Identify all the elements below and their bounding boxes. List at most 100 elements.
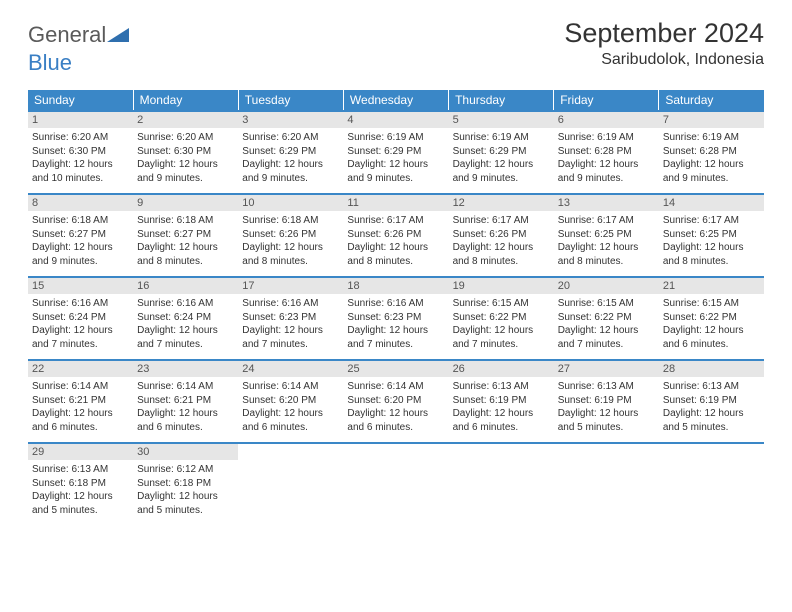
day-number: 20 xyxy=(554,278,659,294)
day-cell: 19 Sunrise: 6:15 AMSunset: 6:22 PMDayligh… xyxy=(449,277,554,360)
day-number: 18 xyxy=(343,278,448,294)
dow-saturday: Saturday xyxy=(659,90,764,111)
day-details: Sunrise: 6:17 AMSunset: 6:25 PMDaylight:… xyxy=(663,214,760,268)
day-cell: 26Sunrise: 6:13 AMSunset: 6:19 PMDayligh… xyxy=(449,360,554,443)
day-details: Sunrise: 6:18 AMSunset: 6:26 PMDaylight:… xyxy=(242,214,339,268)
day-details: Sunrise: 6:20 AMSunset: 6:29 PMDaylight:… xyxy=(242,131,339,185)
day-number: 2 xyxy=(133,112,238,128)
dow-sunday: Sunday xyxy=(28,90,133,111)
day-cell: 21Sunrise: 6:15 AMSunset: 6:22 PMDayligh… xyxy=(659,277,764,360)
logo: GeneralBlue xyxy=(28,18,129,76)
day-cell: 28Sunrise: 6:13 AMSunset: 6:19 PMDayligh… xyxy=(659,360,764,443)
day-details: Sunrise: 6:14 AMSunset: 6:20 PMDaylight:… xyxy=(242,380,339,434)
day-cell: 16 Sunrise: 6:16 AMSunset: 6:24 PMDayligh… xyxy=(133,277,238,360)
calendar-body: 1Sunrise: 6:20 AMSunset: 6:30 PMDaylight… xyxy=(28,111,764,525)
day-details: Sunrise: 6:20 AMSunset: 6:30 PMDaylight:… xyxy=(137,131,234,185)
day-cell: 24 Sunrise: 6:14 AMSunset: 6:20 PMDayligh… xyxy=(238,360,343,443)
day-number: 17 xyxy=(238,278,343,294)
day-details: Sunrise: 6:14 AMSunset: 6:21 PMDaylight:… xyxy=(137,380,234,434)
day-cell: 3Sunrise: 6:20 AMSunset: 6:29 PMDaylight… xyxy=(238,111,343,194)
day-number: 14 xyxy=(659,195,764,211)
day-cell: 30Sunrise: 6:12 AMSunset: 6:18 PMDayligh… xyxy=(133,443,238,525)
day-number: 10 xyxy=(238,195,343,211)
dow-thursday: Thursday xyxy=(449,90,554,111)
day-details: Sunrise: 6:16 AMSunset: 6:24 PMDaylight:… xyxy=(137,297,234,351)
day-details: Sunrise: 6:15 AMSunset: 6:22 PMDaylight:… xyxy=(453,297,550,351)
day-cell: 22 Sunrise: 6:14 AMSunset: 6:21 PMDayligh… xyxy=(28,360,133,443)
day-details: Sunrise: 6:13 AMSunset: 6:19 PMDaylight:… xyxy=(453,380,550,434)
location: Saribudolok, Indonesia xyxy=(564,51,764,69)
day-number: 19 xyxy=(449,278,554,294)
week-row: 15Sunrise: 6:16 AMSunset: 6:24 PMDayligh… xyxy=(28,277,764,360)
day-details: Sunrise: 6:20 AMSunset: 6:30 PMDaylight:… xyxy=(32,131,129,185)
day-cell: 25 Sunrise: 6:14 AMSunset: 6:20 PMDayligh… xyxy=(343,360,448,443)
day-number: 22 xyxy=(28,361,133,377)
day-cell: 27 Sunrise: 6:13 AMSunset: 6:19 PMDayligh… xyxy=(554,360,659,443)
dow-friday: Friday xyxy=(554,90,659,111)
day-number: 9 xyxy=(133,195,238,211)
day-number: 13 xyxy=(554,195,659,211)
day-details: Sunrise: 6:17 AMSunset: 6:25 PMDaylight:… xyxy=(558,214,655,268)
day-cell: 15 Sunrise: 6:16 AMSunset: 6:24 PMDayligh… xyxy=(28,277,133,360)
day-number: 6 xyxy=(554,112,659,128)
title-block: September 2024 Saribudolok, Indonesia xyxy=(564,18,764,69)
day-cell: 5 Sunrise: 6:19 AMSunset: 6:29 PMDaylight… xyxy=(449,111,554,194)
month-title: September 2024 xyxy=(564,18,764,49)
day-number: 23 xyxy=(133,361,238,377)
dow-monday: Monday xyxy=(133,90,238,111)
day-details: Sunrise: 6:19 AMSunset: 6:29 PMDaylight:… xyxy=(453,131,550,185)
day-cell: 9 Sunrise: 6:18 AMSunset: 6:27 PMDaylight… xyxy=(133,194,238,277)
day-cell: .. xyxy=(659,443,764,525)
header: GeneralBlue September 2024 Saribudolok, … xyxy=(28,18,764,76)
day-number: 15 xyxy=(28,278,133,294)
day-cell: .. xyxy=(554,443,659,525)
day-details: Sunrise: 6:19 AMSunset: 6:29 PMDaylight:… xyxy=(347,131,444,185)
day-cell: 17 Sunrise: 6:16 AMSunset: 6:23 PMDayligh… xyxy=(238,277,343,360)
week-row: 1Sunrise: 6:20 AMSunset: 6:30 PMDaylight… xyxy=(28,111,764,194)
day-cell: 11 Sunrise: 6:17 AMSunset: 6:26 PMDayligh… xyxy=(343,194,448,277)
day-details: Sunrise: 6:14 AMSunset: 6:20 PMDaylight:… xyxy=(347,380,444,434)
day-details: Sunrise: 6:15 AMSunset: 6:22 PMDaylight:… xyxy=(558,297,655,351)
day-number: 24 xyxy=(238,361,343,377)
day-number: 5 xyxy=(449,112,554,128)
day-cell: 6Sunrise: 6:19 AMSunset: 6:28 PMDaylight… xyxy=(554,111,659,194)
day-cell: 13 Sunrise: 6:17 AMSunset: 6:25 PMDayligh… xyxy=(554,194,659,277)
dow-row: Sunday Monday Tuesday Wednesday Thursday… xyxy=(28,90,764,111)
day-details: Sunrise: 6:14 AMSunset: 6:21 PMDaylight:… xyxy=(32,380,129,434)
day-number: 12 xyxy=(449,195,554,211)
day-cell: .. xyxy=(449,443,554,525)
day-number: 4 xyxy=(343,112,448,128)
day-number: 25 xyxy=(343,361,448,377)
day-cell: 18Sunrise: 6:16 AMSunset: 6:23 PMDayligh… xyxy=(343,277,448,360)
day-details: Sunrise: 6:16 AMSunset: 6:23 PMDaylight:… xyxy=(242,297,339,351)
day-number: 16 xyxy=(133,278,238,294)
calendar-table: Sunday Monday Tuesday Wednesday Thursday… xyxy=(28,90,764,525)
day-details: Sunrise: 6:18 AMSunset: 6:27 PMDaylight:… xyxy=(137,214,234,268)
day-number: 1 xyxy=(28,112,133,128)
day-cell: 2 Sunrise: 6:20 AMSunset: 6:30 PMDaylight… xyxy=(133,111,238,194)
day-cell: 7Sunrise: 6:19 AMSunset: 6:28 PMDaylight… xyxy=(659,111,764,194)
day-details: Sunrise: 6:16 AMSunset: 6:24 PMDaylight:… xyxy=(32,297,129,351)
dow-tuesday: Tuesday xyxy=(238,90,343,111)
day-cell: 12 Sunrise: 6:17 AMSunset: 6:26 PMDayligh… xyxy=(449,194,554,277)
day-number: 28 xyxy=(659,361,764,377)
day-number: 11 xyxy=(343,195,448,211)
day-cell: 1 Sunrise: 6:20 AMSunset: 6:30 PMDaylight… xyxy=(28,111,133,194)
day-cell: 10 Sunrise: 6:18 AMSunset: 6:26 PMDayligh… xyxy=(238,194,343,277)
day-cell: 4 Sunrise: 6:19 AMSunset: 6:29 PMDaylight… xyxy=(343,111,448,194)
week-row: 22Sunrise: 6:14 AMSunset: 6:21 PMDayligh… xyxy=(28,360,764,443)
day-cell: .. xyxy=(238,443,343,525)
day-number: 27 xyxy=(554,361,659,377)
day-details: Sunrise: 6:17 AMSunset: 6:26 PMDaylight:… xyxy=(347,214,444,268)
day-cell: 14 Sunrise: 6:17 AMSunset: 6:25 PMDayligh… xyxy=(659,194,764,277)
dow-wednesday: Wednesday xyxy=(343,90,448,111)
day-details: Sunrise: 6:13 AMSunset: 6:19 PMDaylight:… xyxy=(558,380,655,434)
day-details: Sunrise: 6:17 AMSunset: 6:26 PMDaylight:… xyxy=(453,214,550,268)
day-number: 21 xyxy=(659,278,764,294)
week-row: 29Sunrise: 6:13 AMSunset: 6:18 PMDayligh… xyxy=(28,443,764,525)
day-cell: 8 Sunrise: 6:18 AMSunset: 6:27 PMDaylight… xyxy=(28,194,133,277)
day-number: 8 xyxy=(28,195,133,211)
day-details: Sunrise: 6:13 AMSunset: 6:18 PMDaylight:… xyxy=(32,463,129,517)
day-details: Sunrise: 6:18 AMSunset: 6:27 PMDaylight:… xyxy=(32,214,129,268)
day-number: 30 xyxy=(133,444,238,460)
